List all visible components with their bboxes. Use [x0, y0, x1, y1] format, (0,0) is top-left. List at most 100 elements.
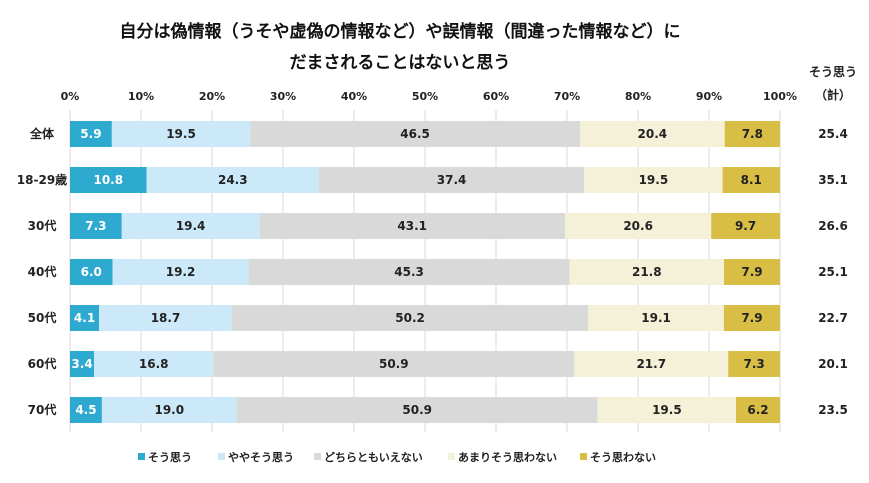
legend-label: そう思う [148, 451, 192, 464]
bar-segment [584, 167, 723, 193]
data-label: 19.5 [166, 127, 196, 141]
total-value: 22.7 [818, 311, 848, 325]
data-label: 18.7 [151, 311, 181, 325]
chart-title-line-1: 自分は偽情報（うそや虚偽の情報など）や誤情報（間違った情報など）に [120, 21, 681, 42]
bar-segment [70, 351, 95, 377]
data-label: 4.1 [74, 311, 95, 325]
legend-label: ややそう思う [228, 451, 294, 464]
x-tick-label: 30% [270, 90, 296, 103]
data-label: 16.8 [139, 357, 169, 371]
bar-segment [250, 121, 580, 147]
total-value: 25.4 [818, 127, 848, 141]
bar-segment [565, 213, 712, 239]
data-label: 9.7 [735, 219, 756, 233]
bar-segment [70, 397, 102, 423]
category-label: 70代 [28, 402, 57, 417]
bar-segment [723, 305, 780, 331]
data-label: 19.1 [641, 311, 671, 325]
bar-segment [112, 259, 249, 285]
x-tick-label: 10% [128, 90, 154, 103]
data-label: 7.3 [743, 357, 764, 371]
bar-segment [259, 213, 566, 239]
data-label: 7.8 [742, 127, 763, 141]
bar-segment [236, 397, 598, 423]
data-label: 19.5 [639, 173, 669, 187]
data-label: 3.4 [71, 357, 92, 371]
data-label: 37.4 [437, 173, 467, 187]
category-label: 50代 [28, 310, 57, 325]
bar-segment [728, 351, 780, 377]
bar-segment [724, 259, 780, 285]
data-label: 5.9 [80, 127, 101, 141]
data-label: 7.3 [85, 219, 106, 233]
bar-segment [736, 397, 780, 423]
bar-segment [569, 259, 725, 285]
category-label: 30代 [28, 218, 57, 233]
bar-segment [579, 121, 725, 147]
x-tick-label: 70% [554, 90, 580, 103]
bar-segment [588, 305, 724, 331]
total-value: 35.1 [818, 173, 848, 187]
data-label: 6.2 [747, 403, 768, 417]
category-label: 全体 [29, 126, 55, 141]
legend-swatch [138, 453, 145, 460]
total-value: 26.6 [818, 219, 848, 233]
legend-label: どちらともいえない [324, 451, 423, 464]
x-tick-label: 0% [61, 90, 80, 103]
data-label: 8.1 [741, 173, 762, 187]
x-tick-label: 20% [199, 90, 225, 103]
bar-segment [101, 397, 237, 423]
total-value: 23.5 [818, 403, 848, 417]
data-label: 24.3 [218, 173, 248, 187]
data-label: 21.7 [636, 357, 666, 371]
x-tick-label: 60% [483, 90, 509, 103]
legend-swatch [218, 453, 225, 460]
data-label: 7.9 [741, 311, 762, 325]
data-label: 19.0 [154, 403, 184, 417]
totals-header-sub: （計） [815, 87, 851, 102]
data-label: 50.2 [395, 311, 425, 325]
legend-swatch [580, 453, 587, 460]
category-label: 18-29歳 [17, 172, 67, 187]
data-label: 10.8 [93, 173, 123, 187]
data-label: 50.9 [379, 357, 409, 371]
legend-label: あまりそう思わない [458, 451, 557, 464]
bar-segment [248, 259, 570, 285]
data-label: 6.0 [81, 265, 102, 279]
data-label: 7.9 [741, 265, 762, 279]
chart-title-line-2: だまされることはないと思う [290, 53, 511, 73]
total-value: 20.1 [818, 357, 848, 371]
data-label: 45.3 [394, 265, 424, 279]
bar-segment [574, 351, 729, 377]
data-label: 20.4 [638, 127, 668, 141]
legend-swatch [314, 453, 321, 460]
total-value: 25.1 [818, 265, 848, 279]
totals-header: そう思う [809, 65, 857, 79]
data-label: 43.1 [397, 219, 427, 233]
x-tick-label: 90% [696, 90, 722, 103]
bar-segment [597, 397, 737, 423]
data-label: 20.6 [623, 219, 653, 233]
bar-segment [99, 305, 232, 331]
bar-segment [711, 213, 780, 239]
data-label: 50.9 [402, 403, 432, 417]
x-tick-label: 80% [625, 90, 651, 103]
x-tick-label: 100% [763, 90, 797, 103]
bar-segment [70, 213, 122, 239]
bar-segment [70, 167, 147, 193]
bar-segment [70, 259, 113, 285]
bar-segment [70, 121, 112, 147]
category-label: 40代 [28, 264, 57, 279]
data-label: 19.5 [652, 403, 682, 417]
bar-segment [94, 351, 214, 377]
bar-segment [722, 167, 780, 193]
legend-label: そう思わない [590, 451, 656, 464]
data-label: 19.4 [176, 219, 206, 233]
data-label: 21.8 [632, 265, 662, 279]
data-label: 19.2 [166, 265, 196, 279]
data-label: 4.5 [75, 403, 96, 417]
data-label: 46.5 [400, 127, 430, 141]
bar-segment [70, 305, 100, 331]
